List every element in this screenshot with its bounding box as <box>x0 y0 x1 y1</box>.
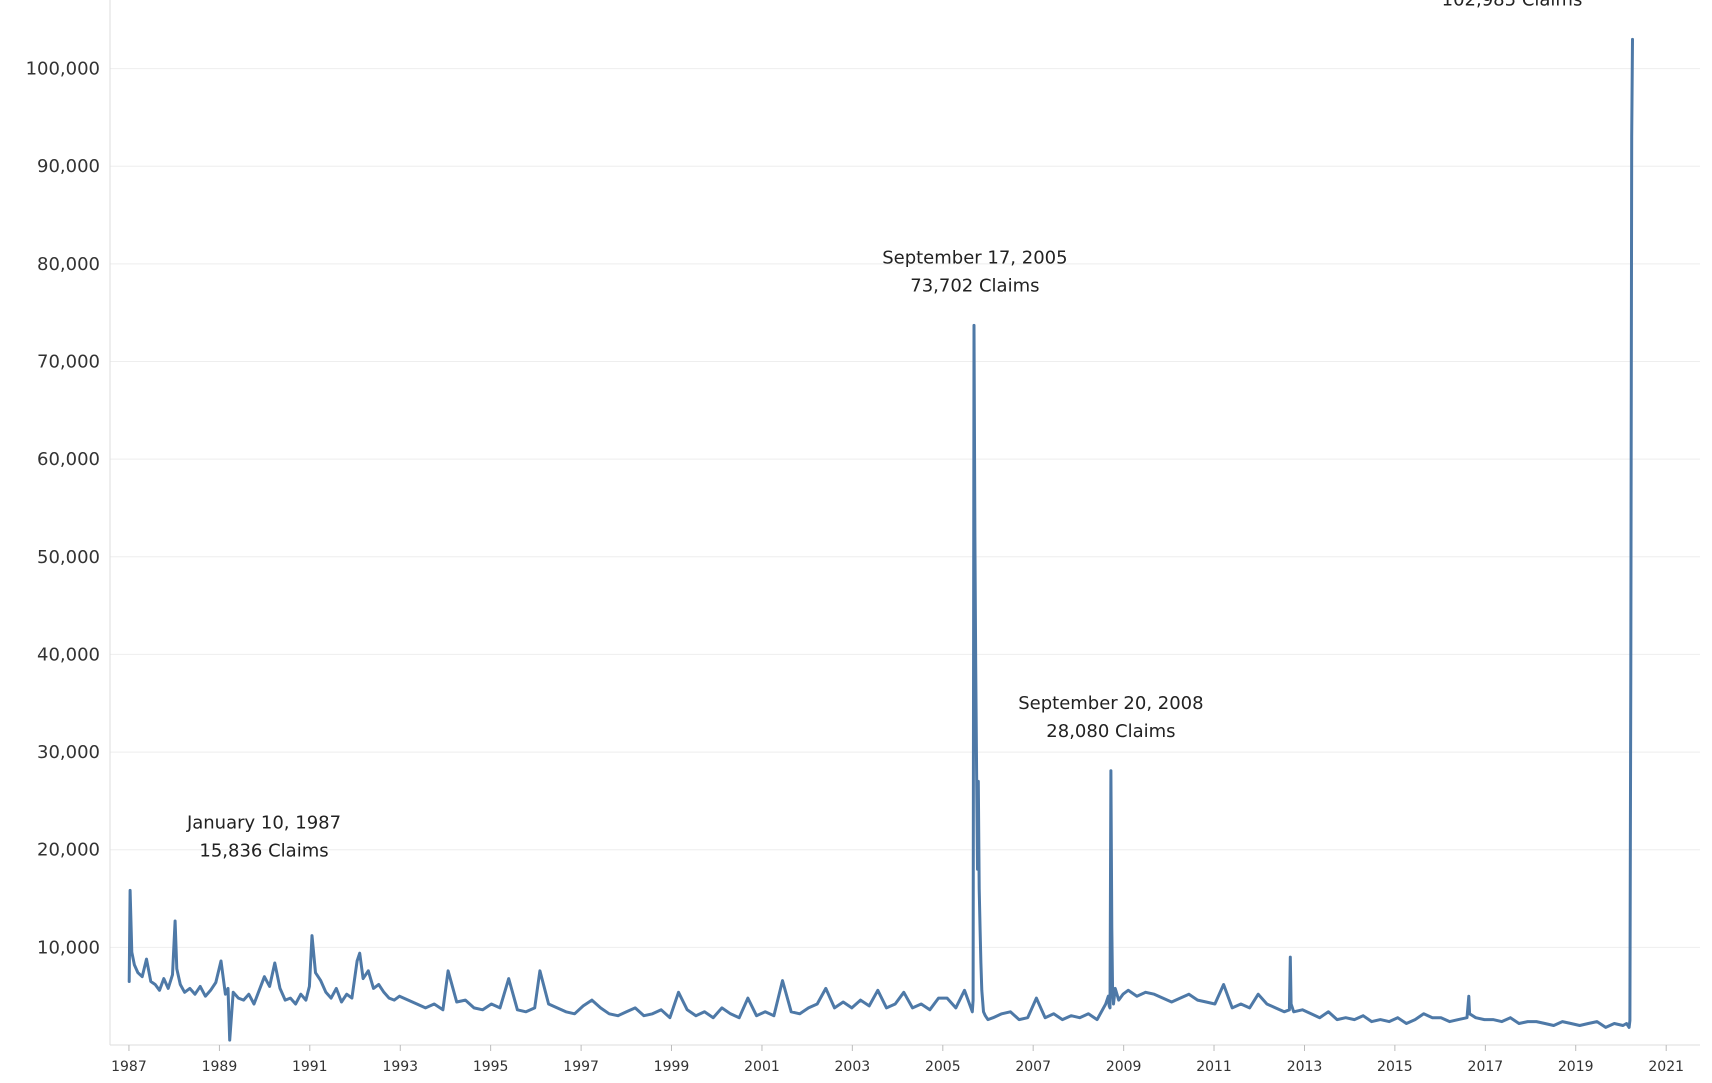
annotation-date: January 10, 1987 <box>186 812 341 833</box>
x-tick-label: 2019 <box>1558 1059 1594 1075</box>
x-tick-label: 2003 <box>835 1059 871 1075</box>
grid-layer <box>110 68 1700 948</box>
x-tick-label: 2009 <box>1106 1059 1142 1075</box>
x-tick-label: 2015 <box>1377 1059 1413 1075</box>
annotation-claims: 28,080 Claims <box>1046 721 1175 742</box>
annotation-date: September 17, 2005 <box>882 247 1067 268</box>
axis-layer <box>109 0 1700 1046</box>
y-tick-label: 30,000 <box>37 742 100 763</box>
y-tick-label: 70,000 <box>37 352 100 373</box>
y-tick-label: 10,000 <box>37 937 100 958</box>
x-tick-label: 1987 <box>111 1059 147 1075</box>
series-line-0 <box>127 37 1634 1042</box>
x-tick-label: 2007 <box>1015 1059 1051 1075</box>
y-tick-label: 40,000 <box>37 644 100 665</box>
annotation-layer: January 10, 1987 15,836 Claims September 1… <box>186 0 1582 861</box>
x-tick-label: 1991 <box>292 1059 328 1075</box>
x-tick-label: 1999 <box>654 1059 690 1075</box>
x-tick-label: 2011 <box>1196 1059 1232 1075</box>
annotation-claims: 102,985 Claims <box>1442 0 1583 10</box>
x-tick-label: 2021 <box>1648 1059 1684 1075</box>
x-tick-label: 1997 <box>563 1059 599 1075</box>
annotation-claims: 15,836 Claims <box>199 840 328 861</box>
y-tick-label: 80,000 <box>37 254 100 275</box>
x-tick-label: 2013 <box>1287 1059 1323 1075</box>
annotation-date: September 20, 2008 <box>1018 693 1203 714</box>
y-tick-label: 90,000 <box>37 156 100 177</box>
y-tick-label: 60,000 <box>37 449 100 470</box>
y-tick-layer: 10,000 20,000 30,000 40,000 50,000 60,000 70,0… <box>26 59 100 959</box>
x-tick-layer: 1987 1989 1991 1993 1995 1997 1999 2001 2003 2005… <box>111 1045 1684 1075</box>
series-layer <box>127 37 1634 1042</box>
x-tick-label: 2005 <box>925 1059 961 1075</box>
x-tick-label: 1989 <box>202 1059 238 1075</box>
x-tick-label: 1995 <box>473 1059 509 1075</box>
x-tick-label: 2017 <box>1468 1059 1504 1075</box>
y-tick-label: 50,000 <box>37 547 100 568</box>
y-tick-label: 100,000 <box>26 59 100 80</box>
x-tick-label: 2001 <box>744 1059 780 1075</box>
y-tick-label: 20,000 <box>37 840 100 861</box>
x-tick-label: 1993 <box>382 1059 418 1075</box>
annotation-claims: 73,702 Claims <box>910 275 1039 296</box>
